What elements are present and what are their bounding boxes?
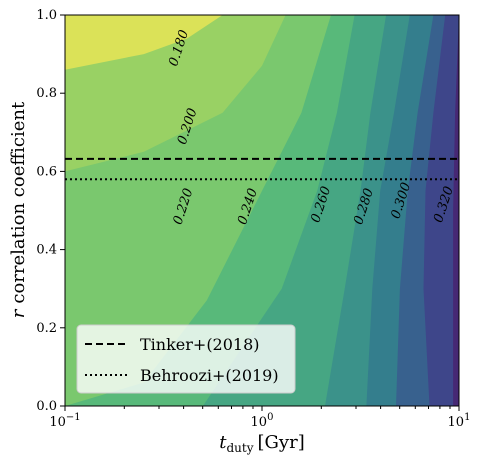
y-tick-label-3: 0.6 — [36, 164, 57, 179]
y-tick-label-4: 0.8 — [36, 86, 57, 101]
legend: Tinker+(2018) Behroozi+(2019) — [76, 324, 296, 394]
contour-band-upper-0 — [65, 15, 223, 70]
x-axis-label: tduty [Gyr] — [219, 432, 304, 455]
y-axis-label: rcorrelation coefficient — [8, 101, 29, 318]
legend-entry-behroozi: Behroozi+(2019) — [140, 366, 279, 385]
axis-ticks: 10−1 100 101 0.0 0.2 0.4 0.6 0.8 1.0 — [36, 8, 470, 430]
y-tick-label-0: 0.0 — [36, 399, 57, 414]
y-tick-label-1: 0.2 — [36, 321, 57, 336]
y-tick-label-5: 1.0 — [36, 8, 57, 23]
x-tick-label-1: 100 — [251, 412, 274, 430]
x-tick-label-2: 101 — [448, 412, 471, 430]
legend-entry-tinker: Tinker+(2018) — [140, 335, 260, 354]
contour-bands — [65, 15, 459, 406]
legend-box — [76, 324, 296, 394]
reference-lines — [65, 157, 459, 181]
x-tick-label-0: 10−1 — [49, 412, 80, 430]
y-tick-label-2: 0.4 — [36, 243, 57, 258]
